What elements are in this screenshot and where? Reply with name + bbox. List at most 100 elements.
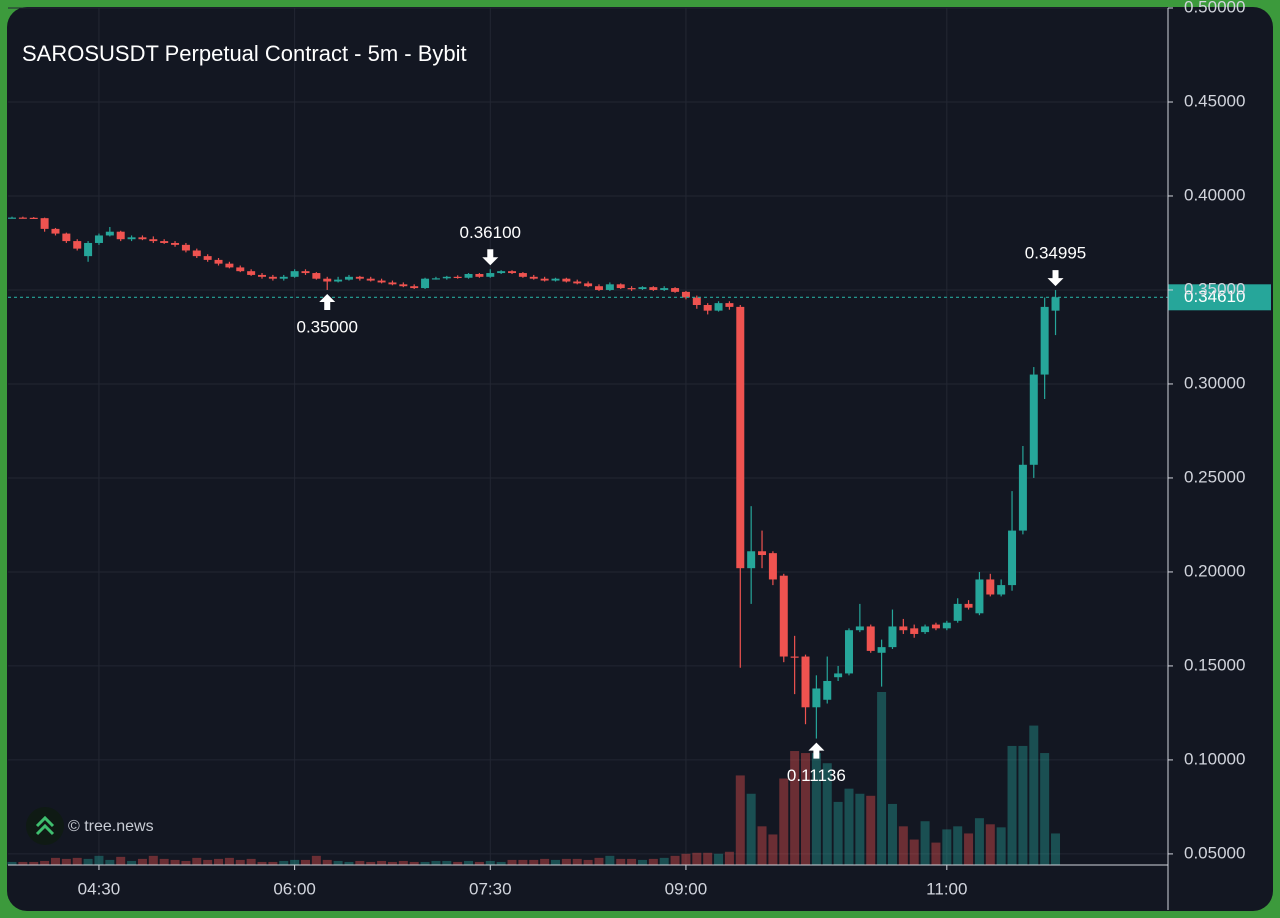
volume-bar [942, 829, 952, 865]
candle-body [192, 250, 201, 257]
volume-bar [137, 858, 147, 865]
candle-body [551, 278, 560, 281]
candle-body [638, 287, 647, 290]
volume-bar [94, 855, 104, 865]
candle-body [649, 287, 658, 290]
volume-bar [192, 857, 202, 865]
volume-bar [170, 859, 180, 865]
volume-bar [529, 859, 539, 865]
candle-body [1008, 530, 1017, 586]
candle-body [290, 271, 299, 277]
volume-bar [540, 858, 550, 865]
y-tick-label: 0.10000 [1184, 749, 1245, 768]
candle-body [279, 276, 288, 279]
y-tick-label: 0.30000 [1184, 373, 1245, 392]
volume-bar [83, 858, 93, 865]
volume-bar [887, 803, 897, 865]
annotation-label: 0.11136 [787, 766, 846, 785]
volume-bar [116, 856, 126, 865]
volume-bar [1018, 745, 1028, 865]
volume-bar [692, 852, 702, 865]
volume-bar [409, 861, 419, 865]
volume-bar [822, 763, 832, 865]
candle-body [497, 271, 506, 274]
y-tick-label: 0.20000 [1184, 561, 1245, 580]
volume-bar [246, 858, 256, 865]
candle-body [866, 626, 875, 651]
volume-bar [866, 795, 876, 865]
volume-bar [18, 861, 28, 865]
y-tick-label: 0.50000 [1184, 0, 1245, 16]
candle-body [931, 624, 940, 629]
candle-body [475, 273, 484, 277]
candle-body [442, 276, 451, 279]
candle-body [51, 228, 60, 234]
candle-body [431, 278, 440, 280]
volume-bar [235, 859, 245, 865]
candle-body [344, 276, 353, 280]
candle-body [594, 286, 603, 290]
volume-bar [811, 753, 821, 865]
candle-body [225, 263, 234, 268]
volume-bar [964, 833, 974, 865]
candle-body [366, 278, 375, 281]
volume-bar [50, 857, 60, 865]
volume-bar [224, 857, 234, 865]
volume-bar [311, 855, 321, 865]
volume-bar [583, 859, 593, 865]
candle-body [149, 239, 158, 242]
candle-body [834, 673, 843, 678]
volume-bar [594, 857, 604, 865]
volume-bar [551, 859, 560, 865]
volume-bar [931, 842, 941, 865]
volume-bar [377, 860, 387, 865]
volume-bar [768, 834, 778, 865]
volume-layer [7, 692, 1061, 865]
volume-bar [257, 861, 267, 865]
volume-bar [7, 861, 17, 865]
volume-bar [61, 858, 71, 865]
volume-bar [442, 860, 452, 865]
y-tick-label: 0.05000 [1184, 843, 1245, 862]
volume-bar [974, 818, 984, 865]
volume-bar [746, 793, 756, 865]
watermark: © tree.news [68, 818, 154, 835]
candle-body [692, 297, 701, 306]
y-tick-label: 0.35000 [1184, 279, 1245, 298]
candle-body [616, 284, 625, 289]
volume-bar [29, 861, 39, 865]
volume-bar [159, 858, 169, 865]
volume-bar [40, 860, 50, 865]
volume-bar [561, 858, 571, 865]
candle-body [986, 579, 995, 595]
annotation-arrow [482, 249, 499, 266]
volume-bar [387, 861, 397, 865]
volume-bar [898, 826, 908, 865]
candle-body [910, 628, 919, 634]
volume-bar [431, 860, 441, 865]
annotation-label: 0.36100 [460, 223, 521, 242]
candle-body [377, 280, 386, 283]
volume-bar [779, 778, 789, 865]
last-price-box [1168, 284, 1271, 311]
candle-body [899, 626, 908, 631]
volume-bar [366, 861, 376, 865]
candle-body [768, 553, 777, 580]
candle-body [605, 284, 614, 290]
y-tick-label: 0.45000 [1184, 91, 1245, 110]
volume-bar [616, 858, 626, 865]
candle-body [801, 656, 810, 708]
candle-body [388, 282, 397, 285]
candle-body [203, 256, 212, 260]
candle-body [247, 271, 256, 275]
candle-body [573, 281, 582, 284]
candle-body [518, 273, 527, 277]
candle-body [660, 288, 669, 290]
x-tick-label: 11:00 [926, 879, 967, 898]
candle-body [1051, 297, 1060, 311]
volume-bar [279, 860, 289, 865]
volume-bar [909, 839, 919, 865]
candle-body [94, 235, 103, 243]
